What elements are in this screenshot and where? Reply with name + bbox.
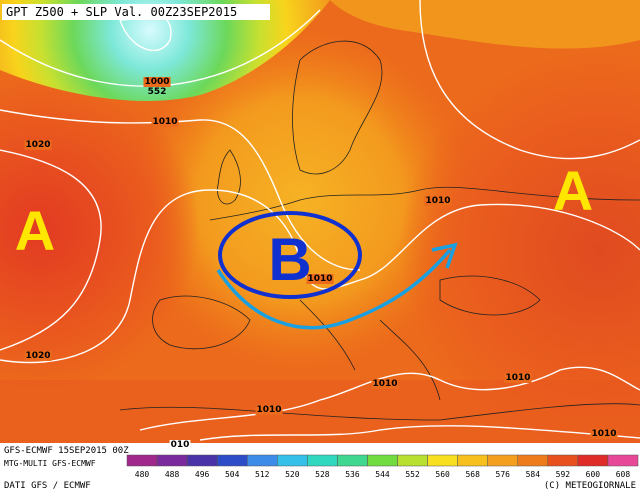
isobar-label-bg <box>424 196 452 206</box>
isobar-label-bg <box>306 274 334 284</box>
legend-swatch <box>216 454 248 467</box>
isobar-label-bg <box>590 429 618 439</box>
legend-swatch <box>547 454 579 467</box>
isobar-label: 1020 <box>25 140 50 150</box>
legend-label: 520 <box>285 470 300 479</box>
legend-label: 600 <box>586 470 601 479</box>
legend-swatch <box>487 454 519 467</box>
legend-label: 536 <box>345 470 360 479</box>
legend-swatch <box>367 454 398 467</box>
legend-swatch <box>277 454 308 467</box>
isobar-label-bg <box>24 351 52 361</box>
legend-swatch <box>156 454 188 467</box>
legend-label: 488 <box>165 470 180 479</box>
legend-label: 576 <box>496 470 511 479</box>
legend-swatch <box>397 454 428 467</box>
isobar-label: 1010 <box>307 274 332 284</box>
legend-swatch <box>186 454 218 467</box>
isobar-label: 010 <box>171 440 190 450</box>
legend-label: 608 <box>616 470 631 479</box>
isobar-label-bg <box>143 77 171 87</box>
legend-swatch <box>427 454 458 467</box>
run-info: GFS-ECMWF 15SEP2015 00Z <box>4 446 129 456</box>
isobar-label: 1010 <box>591 429 616 439</box>
legend-swatch <box>307 454 338 467</box>
legend-swatch <box>607 454 639 467</box>
isobar-label-bg <box>24 140 52 150</box>
pressure-center: A <box>15 199 55 262</box>
legend-swatch <box>577 454 609 467</box>
legend-swatch <box>337 454 368 467</box>
copyright: (C) METEOGIORNALE <box>544 481 636 491</box>
isobar-label: 1020 <box>25 351 50 361</box>
isobar-label: 1010 <box>425 196 450 206</box>
legend-label: 496 <box>195 470 210 479</box>
legend-swatch <box>517 454 549 467</box>
legend-label: 528 <box>315 470 330 479</box>
isobar-label: 1000 <box>144 77 169 87</box>
model-info: MTG-MULTI GFS-ECMWF <box>4 459 96 468</box>
pressure-center: B <box>268 226 311 293</box>
legend-label: 568 <box>465 470 480 479</box>
isobar-label-bg <box>504 373 532 383</box>
legend-swatch <box>457 454 488 467</box>
legend-swatch <box>126 454 158 467</box>
legend-label: 512 <box>255 470 270 479</box>
legend-label: 584 <box>526 470 541 479</box>
isobar-label-bg <box>371 379 399 389</box>
pressure-center: A <box>553 159 593 222</box>
coastlines <box>119 40 640 421</box>
legend-swatch <box>246 454 278 467</box>
isobar-label: 1010 <box>256 405 281 415</box>
footer-strip <box>0 443 640 493</box>
legend-label: 592 <box>556 470 571 479</box>
isobar-label-bg <box>169 440 191 450</box>
isobar-label: 1010 <box>152 117 177 127</box>
trough-annotation <box>216 211 458 330</box>
title-box <box>2 4 270 20</box>
legend-label: 552 <box>405 470 420 479</box>
legend-label: 544 <box>375 470 390 479</box>
legend-label: 480 <box>135 470 150 479</box>
isobar-label-bg <box>255 405 283 415</box>
legend-label: 504 <box>225 470 240 479</box>
title: GPT Z500 + SLP Val. 00Z23SEP2015 <box>6 5 237 19</box>
height-label: 552 <box>148 87 167 97</box>
legend-label: 560 <box>435 470 450 479</box>
map-background <box>0 0 640 443</box>
isobar-label: 1010 <box>372 379 397 389</box>
source: DATI GFS / ECMWF <box>4 481 91 491</box>
isobar-label: 1010 <box>505 373 530 383</box>
isobar-label-bg <box>151 117 179 127</box>
